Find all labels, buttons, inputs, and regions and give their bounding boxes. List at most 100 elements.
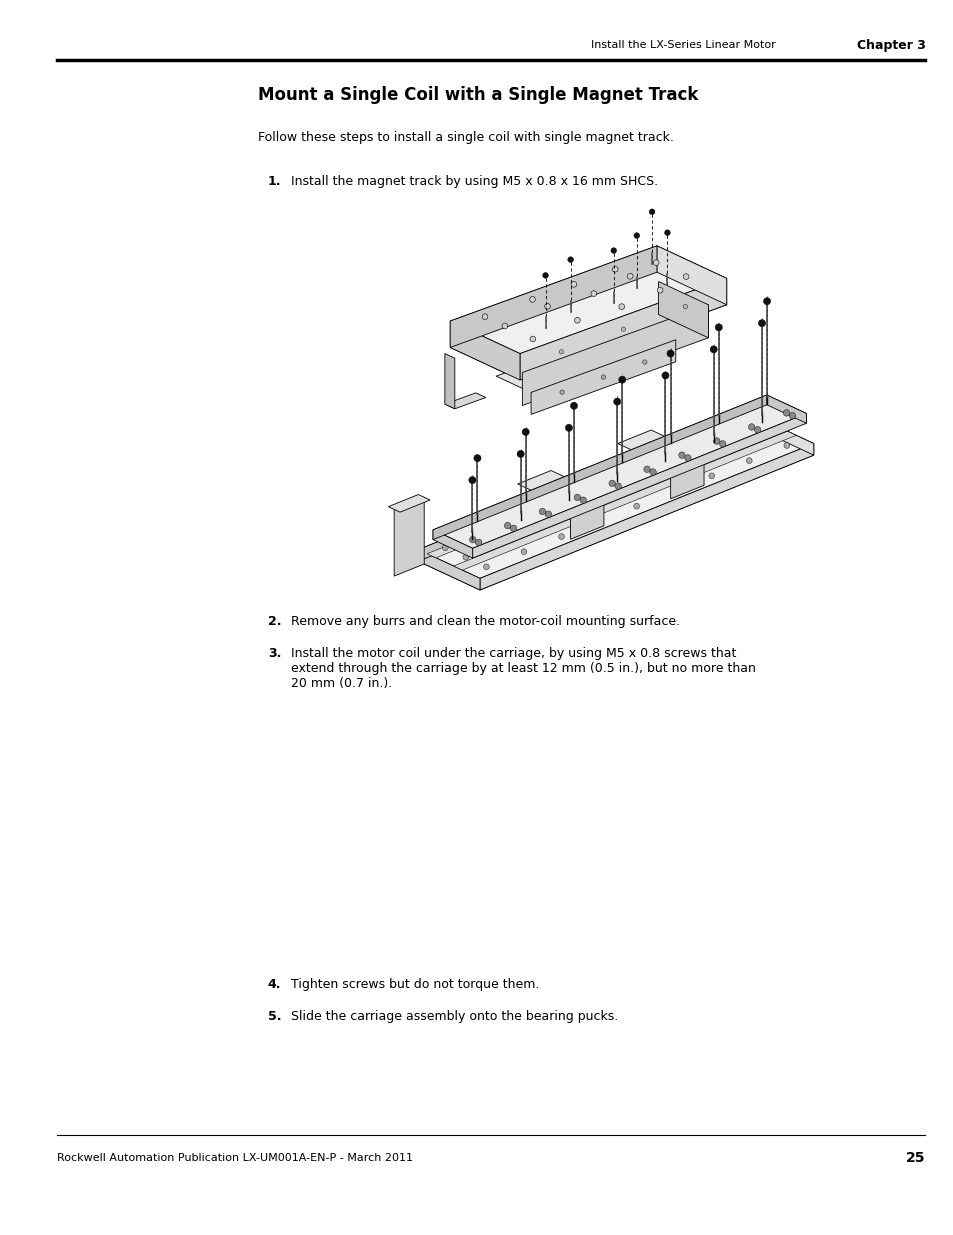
Circle shape	[633, 504, 639, 509]
Polygon shape	[433, 395, 805, 548]
Circle shape	[657, 288, 662, 293]
Polygon shape	[751, 415, 813, 456]
Polygon shape	[450, 321, 519, 380]
Circle shape	[590, 290, 596, 296]
Circle shape	[758, 320, 765, 327]
Circle shape	[661, 372, 668, 379]
Circle shape	[782, 410, 789, 416]
Circle shape	[627, 273, 633, 279]
Circle shape	[783, 442, 789, 448]
Circle shape	[687, 463, 694, 469]
Text: 1.: 1.	[268, 175, 281, 188]
Polygon shape	[479, 443, 813, 590]
Polygon shape	[531, 340, 675, 415]
Circle shape	[579, 496, 586, 504]
Circle shape	[762, 298, 770, 305]
Circle shape	[479, 530, 485, 536]
Circle shape	[521, 429, 529, 436]
Polygon shape	[450, 246, 726, 353]
Circle shape	[649, 469, 656, 475]
Polygon shape	[388, 494, 430, 513]
Circle shape	[544, 304, 550, 309]
Polygon shape	[496, 324, 675, 393]
Circle shape	[608, 480, 615, 487]
Circle shape	[529, 296, 535, 303]
Circle shape	[469, 536, 476, 543]
Text: Follow these steps to install a single coil with single magnet track.: Follow these steps to install a single c…	[257, 131, 673, 144]
Polygon shape	[570, 495, 603, 540]
Circle shape	[510, 525, 517, 531]
Circle shape	[558, 534, 564, 540]
Circle shape	[715, 324, 721, 331]
Circle shape	[650, 478, 656, 484]
Circle shape	[682, 274, 688, 279]
Circle shape	[500, 540, 506, 545]
Circle shape	[544, 511, 551, 517]
Circle shape	[570, 403, 577, 410]
Circle shape	[538, 509, 545, 515]
Circle shape	[634, 232, 639, 238]
Circle shape	[574, 317, 579, 324]
Polygon shape	[472, 414, 805, 558]
Circle shape	[504, 522, 510, 529]
Circle shape	[708, 473, 714, 479]
Circle shape	[612, 267, 618, 272]
Circle shape	[558, 350, 563, 354]
Polygon shape	[433, 530, 472, 558]
Circle shape	[575, 509, 580, 515]
Text: 25: 25	[905, 1151, 924, 1165]
Polygon shape	[394, 498, 424, 576]
Polygon shape	[658, 282, 708, 338]
Text: Chapter 3: Chapter 3	[856, 38, 924, 52]
Polygon shape	[433, 395, 766, 540]
Circle shape	[620, 327, 625, 331]
Circle shape	[481, 314, 487, 320]
Circle shape	[643, 466, 650, 473]
Circle shape	[613, 398, 620, 405]
Circle shape	[442, 545, 448, 551]
Circle shape	[671, 488, 677, 494]
Polygon shape	[427, 419, 769, 558]
Text: Remove any burrs and clean the motor-coil mounting surface.: Remove any burrs and clean the motor-coi…	[291, 615, 679, 629]
Text: 3.: 3.	[268, 647, 281, 659]
Circle shape	[642, 359, 646, 364]
Polygon shape	[670, 454, 703, 499]
Circle shape	[468, 477, 476, 484]
Polygon shape	[444, 353, 455, 409]
Circle shape	[709, 346, 717, 353]
Circle shape	[667, 453, 673, 459]
Text: Install the LX-Series Linear Motor: Install the LX-Series Linear Motor	[591, 40, 776, 49]
Polygon shape	[418, 550, 479, 590]
Text: 2.: 2.	[268, 615, 281, 629]
Polygon shape	[450, 272, 726, 380]
Circle shape	[704, 438, 710, 445]
Polygon shape	[418, 426, 813, 590]
Circle shape	[613, 494, 618, 499]
Circle shape	[517, 451, 524, 457]
Circle shape	[474, 454, 480, 462]
Circle shape	[615, 483, 620, 489]
Text: Install the magnet track by using M5 x 0.8 x 16 mm SHCS.: Install the magnet track by using M5 x 0…	[291, 175, 658, 188]
Circle shape	[666, 350, 674, 357]
Text: Rockwell Automation Publication LX-UM001A-EN-P - March 2011: Rockwell Automation Publication LX-UM001…	[57, 1153, 413, 1163]
Polygon shape	[519, 278, 726, 380]
Circle shape	[559, 390, 563, 394]
Circle shape	[537, 524, 543, 530]
Circle shape	[600, 375, 605, 379]
Circle shape	[520, 548, 526, 555]
Circle shape	[555, 499, 560, 505]
Circle shape	[682, 304, 687, 309]
Circle shape	[483, 564, 489, 569]
Text: Tighten screws but do not torque them.: Tighten screws but do not torque them.	[291, 978, 538, 990]
Polygon shape	[522, 305, 708, 405]
Circle shape	[618, 377, 625, 383]
Circle shape	[630, 469, 636, 474]
Circle shape	[742, 424, 748, 430]
Circle shape	[754, 426, 760, 433]
Circle shape	[649, 209, 655, 215]
Polygon shape	[472, 282, 708, 373]
Circle shape	[762, 433, 768, 438]
Circle shape	[788, 412, 795, 419]
Circle shape	[664, 230, 670, 236]
Circle shape	[684, 454, 690, 461]
